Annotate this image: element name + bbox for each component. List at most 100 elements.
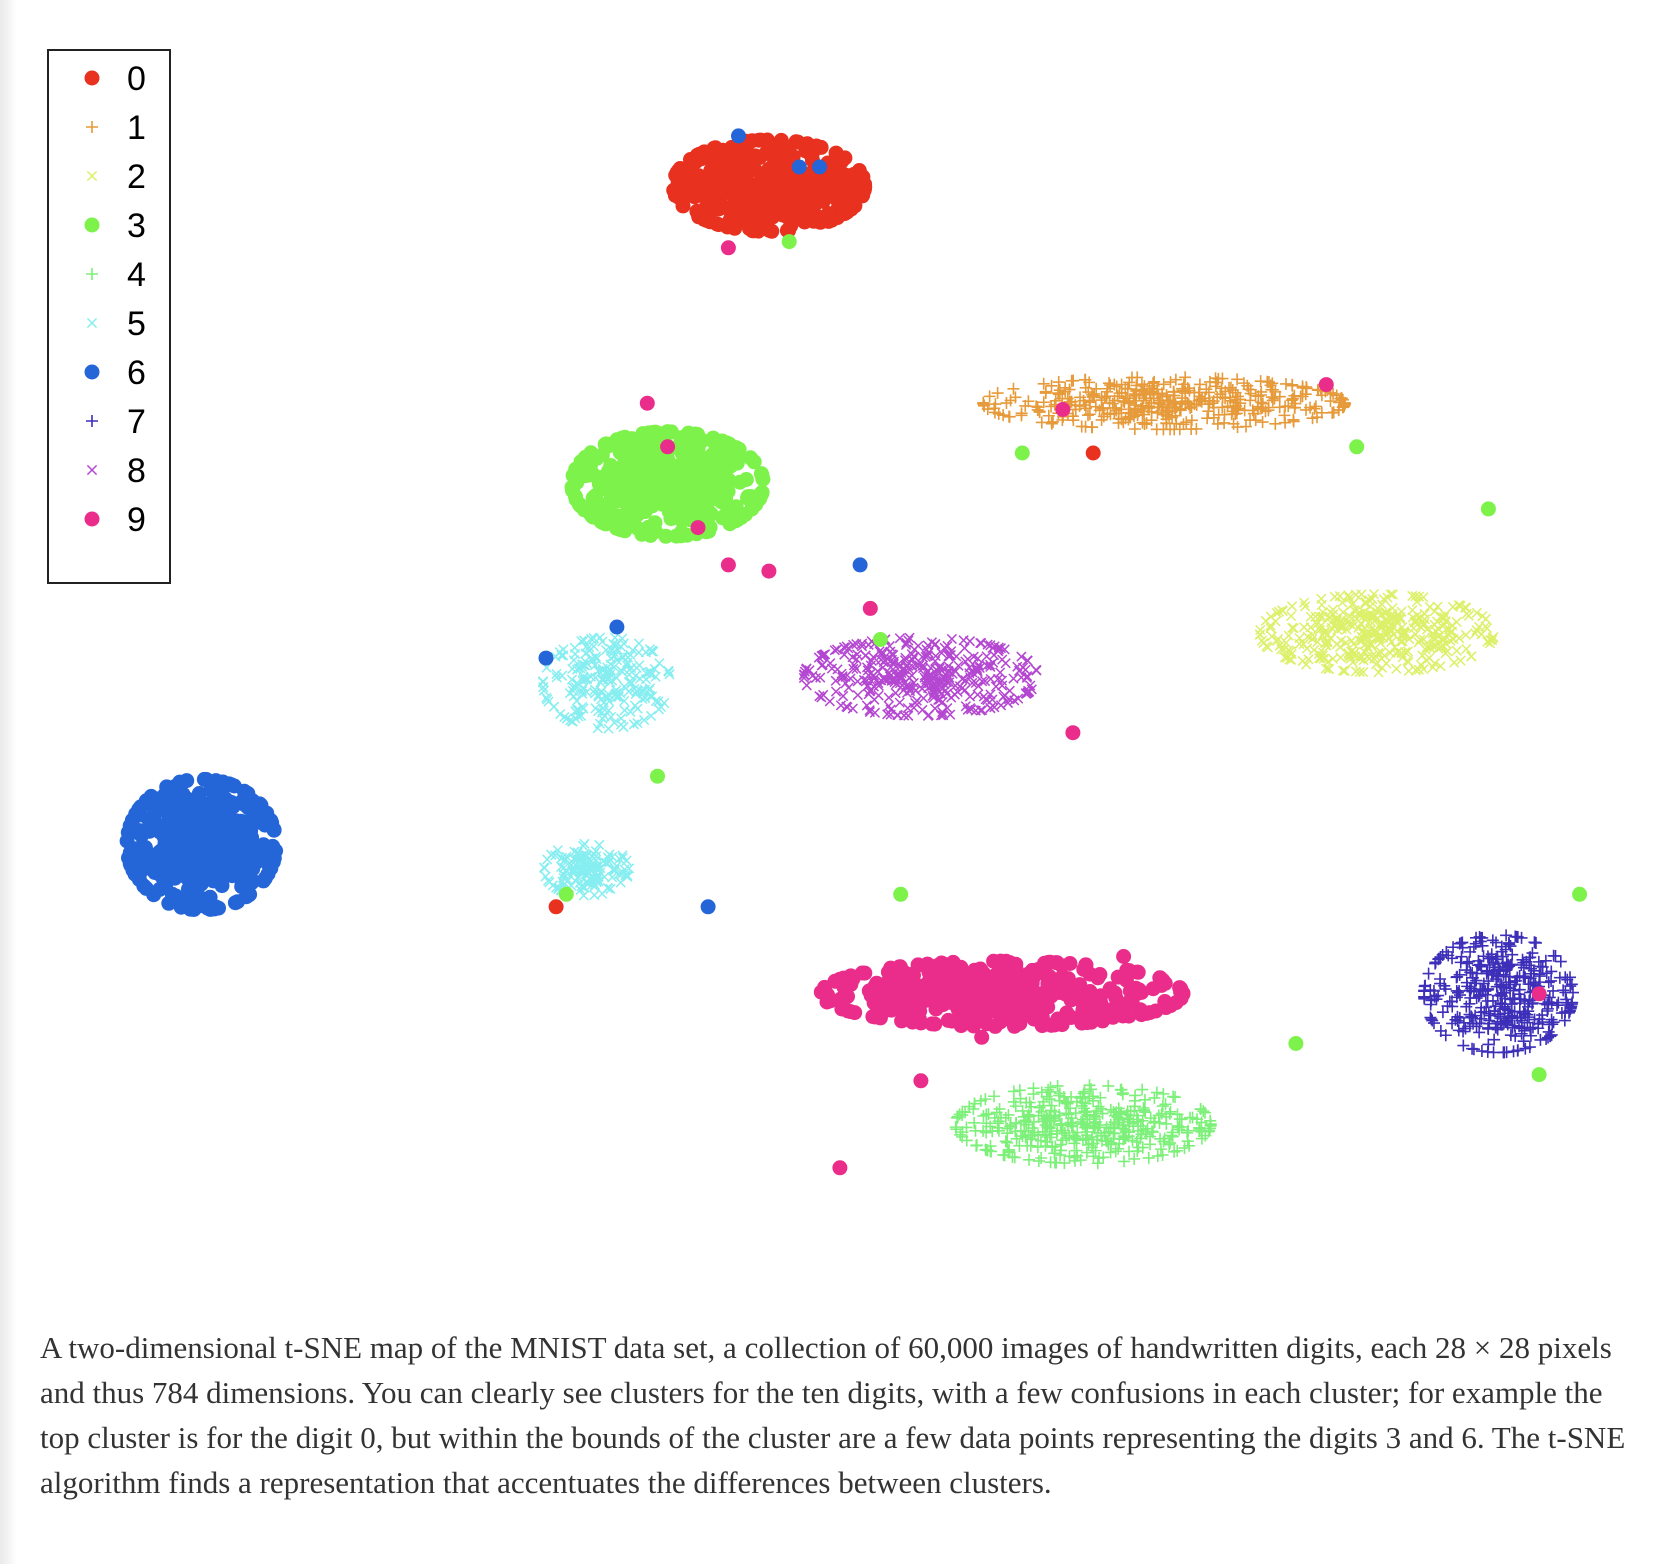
- point-digit-4: [1139, 1125, 1152, 1138]
- point-digit-5: [654, 658, 665, 669]
- point-digit-6: [238, 889, 254, 905]
- point-digit-8: [839, 649, 850, 660]
- point-digit-5: [556, 861, 567, 873]
- point-digit-2: [1356, 589, 1367, 600]
- point-digit-8: [964, 691, 976, 702]
- point-digit-4: [1137, 1102, 1150, 1114]
- point-digit-7: [1475, 1045, 1488, 1058]
- point-digit-3: [1480, 501, 1496, 517]
- point-digit-8: [851, 638, 862, 650]
- point-digit-7: [1562, 1006, 1575, 1019]
- point-digit-8: [995, 700, 1007, 711]
- point-digit-7: [1498, 1003, 1511, 1016]
- point-digit-0: [548, 899, 564, 915]
- point-digit-4: [1087, 1150, 1100, 1163]
- point-digit-5: [650, 671, 661, 682]
- point-digit-8: [864, 705, 875, 716]
- point-digit-2: [1255, 624, 1266, 636]
- point-digit-9: [820, 987, 835, 1003]
- point-digit-1: [1004, 394, 1017, 407]
- point-digit-1: [1115, 403, 1128, 416]
- point-digit-1: [1225, 408, 1238, 421]
- point-digit-3: [649, 451, 664, 467]
- point-digit-4: [1031, 1141, 1044, 1154]
- point-digit-1: [1203, 398, 1215, 411]
- point-digit-8: [962, 654, 973, 665]
- point-digit-2: [1453, 600, 1464, 611]
- point-digit-5: [568, 655, 580, 666]
- point-digit-8: [818, 650, 829, 661]
- point-digit-3: [705, 430, 721, 446]
- point-digit-4: [977, 1109, 990, 1122]
- point-digit-7: [1457, 1039, 1470, 1052]
- point-digit-8: [892, 710, 904, 721]
- point-digit-7: [1557, 984, 1570, 997]
- point-digit-2: [1364, 594, 1375, 606]
- point-digit-8: [877, 646, 888, 658]
- point-digit-3: [753, 466, 769, 482]
- point-digit-4: [1049, 1140, 1062, 1153]
- point-digit-4: [1004, 1120, 1017, 1133]
- point-digit-4: [1116, 1087, 1129, 1100]
- point-digit-1: [1239, 420, 1252, 433]
- point-digit-1: [1045, 417, 1058, 430]
- point-digit-4: [1128, 1152, 1141, 1165]
- point-digit-8: [843, 682, 854, 693]
- point-digit-0: [769, 202, 785, 218]
- series-digit-3: [564, 424, 771, 544]
- point-digit-7: [1498, 1046, 1511, 1059]
- point-digit-0: [772, 185, 788, 201]
- point-digit-7: [1496, 957, 1509, 970]
- point-digit-8: [869, 707, 881, 718]
- point-digit-7: [1492, 970, 1505, 983]
- point-digit-4: [1043, 1093, 1056, 1106]
- point-digit-7: [1426, 1014, 1439, 1027]
- point-digit-8: [917, 651, 928, 662]
- point-digit-2: [1307, 629, 1318, 641]
- point-digit-9: [720, 240, 736, 256]
- point-digit-4: [1051, 1079, 1064, 1092]
- point-digit-1: [1103, 377, 1116, 390]
- point-digit-2: [1374, 632, 1385, 643]
- point-digit-1: [1151, 406, 1164, 419]
- point-digit-8: [896, 668, 907, 679]
- point-digit-2: [1381, 630, 1392, 641]
- point-digit-8: [880, 674, 891, 685]
- point-digit-4: [1065, 1120, 1078, 1133]
- outlier-points: [538, 128, 1588, 1176]
- point-digit-1: [1157, 378, 1170, 391]
- point-digit-5: [556, 670, 568, 681]
- point-digit-7: [1561, 973, 1574, 986]
- point-digit-1: [1287, 415, 1300, 428]
- point-digit-1: [1185, 401, 1198, 414]
- point-digit-1: [1207, 411, 1220, 424]
- point-digit-5: [594, 718, 606, 729]
- point-digit-2: [1449, 657, 1460, 668]
- point-digit-4: [1183, 1139, 1196, 1152]
- point-digit-8: [824, 696, 835, 707]
- point-digit-2: [1327, 604, 1339, 615]
- point-digit-7: [1554, 955, 1567, 968]
- point-digit-8: [985, 673, 996, 685]
- point-digit-8: [924, 672, 935, 683]
- point-digit-1: [1286, 379, 1299, 392]
- point-digit-4: [1172, 1121, 1185, 1134]
- point-digit-4: [1155, 1107, 1168, 1120]
- point-digit-2: [1481, 623, 1493, 634]
- point-digit-2: [1294, 638, 1305, 650]
- point-digit-4: [1123, 1145, 1136, 1158]
- point-digit-3: [628, 449, 644, 465]
- point-digit-3: [744, 501, 760, 517]
- point-digit-0: [790, 134, 806, 150]
- point-digit-2: [1261, 641, 1272, 652]
- point-digit-4: [1144, 1138, 1157, 1151]
- point-digit-2: [1299, 597, 1310, 608]
- point-digit-7: [1525, 962, 1538, 975]
- point-digit-8: [852, 689, 863, 701]
- point-digit-1: [1231, 390, 1244, 403]
- point-digit-6: [139, 796, 154, 812]
- point-digit-7: [1528, 936, 1541, 949]
- point-digit-8: [964, 668, 975, 679]
- point-digit-1: [1160, 389, 1173, 402]
- point-digit-9: [1120, 996, 1136, 1012]
